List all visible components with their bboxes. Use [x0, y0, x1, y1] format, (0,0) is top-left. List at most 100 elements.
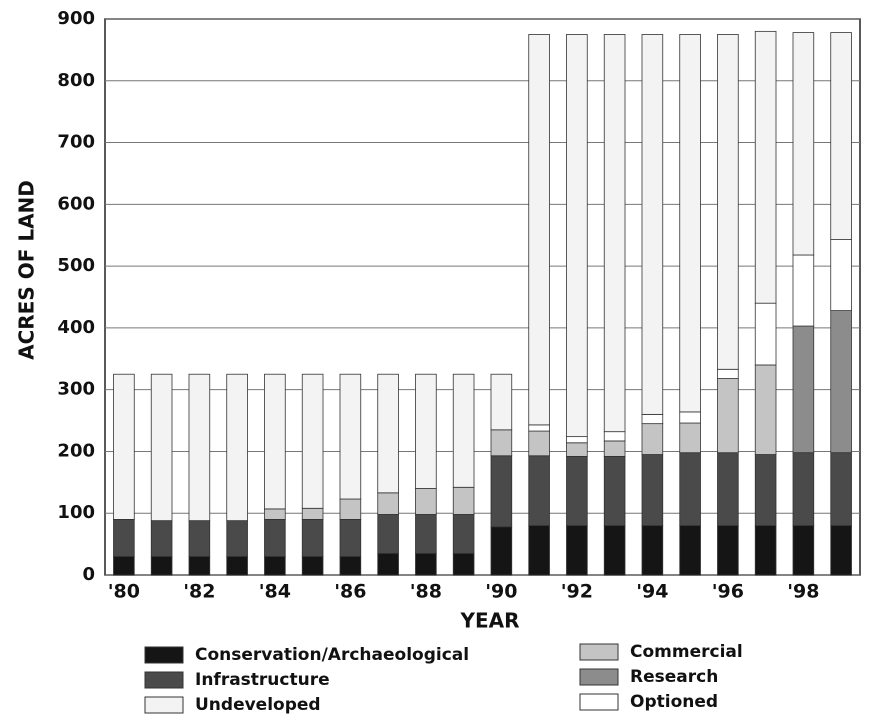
bar-segment — [113, 556, 135, 576]
bar-segment — [226, 373, 248, 522]
bar-segment — [452, 552, 475, 576]
bar-segment — [415, 552, 437, 576]
bar-segment — [754, 364, 777, 455]
bar-segment — [641, 423, 664, 455]
bar-segment — [377, 552, 399, 576]
bar-segment — [150, 556, 173, 576]
bar-segment — [566, 34, 588, 438]
x-tick-label: '94 — [636, 581, 668, 603]
bar-segment — [377, 373, 399, 494]
legend-label: Commercial — [630, 642, 743, 662]
bar-segment — [452, 373, 475, 488]
x-tick-label: '98 — [787, 581, 819, 603]
bar-segment — [792, 325, 815, 454]
bar-segment — [679, 525, 701, 576]
bar-segment — [679, 452, 701, 526]
bar-segment — [490, 429, 513, 457]
bar-segment — [339, 556, 362, 576]
bar-segment — [188, 373, 211, 522]
x-tick-label: '80 — [108, 581, 140, 603]
bar-segment — [339, 373, 362, 500]
bar-segment — [754, 454, 777, 526]
bar-segment — [452, 486, 475, 515]
bar-segment — [226, 556, 248, 576]
y-tick-label: 800 — [57, 70, 95, 91]
bar-segment — [717, 378, 739, 454]
bar-segment — [717, 452, 739, 526]
bar-segment — [377, 514, 399, 554]
legend-label: Research — [630, 667, 718, 687]
bar-segment — [641, 413, 664, 425]
bar-segment — [830, 452, 852, 526]
x-tick-label: '86 — [334, 581, 366, 603]
bar-segment — [792, 254, 815, 327]
bar-segment — [415, 373, 437, 489]
bar-segment — [528, 525, 550, 576]
bar-segment — [641, 454, 664, 526]
bar-segment — [188, 520, 211, 557]
bar-segment — [150, 520, 173, 557]
bar-segment — [566, 455, 588, 526]
bar-segment — [830, 239, 852, 311]
x-tick-label: '90 — [485, 581, 517, 603]
bar-segment — [301, 556, 324, 576]
bar-segment — [603, 525, 626, 576]
legend-label: Conservation/Archaeological — [195, 645, 469, 665]
y-axis-label: ACRES OF LAND — [15, 180, 39, 360]
bar-segment — [301, 519, 324, 557]
bar-segment — [679, 34, 701, 413]
bar-segment — [830, 32, 852, 240]
bar-segment — [754, 302, 777, 366]
bar-segment — [452, 514, 475, 554]
bar-segment — [490, 373, 513, 431]
legend-label: Optioned — [630, 692, 718, 712]
bar-segment — [264, 556, 286, 576]
x-tick-label: '88 — [410, 581, 442, 603]
bar-segment — [339, 498, 362, 520]
bar-segment — [792, 452, 815, 526]
legend-label: Infrastructure — [195, 670, 330, 690]
bar-segment — [113, 519, 135, 557]
bar-segment — [603, 34, 626, 433]
bar-segment — [754, 30, 777, 304]
bar-segment — [264, 373, 286, 510]
bar-segment — [188, 556, 211, 576]
bar-segment — [603, 455, 626, 526]
bar-segment — [528, 424, 550, 432]
x-tick-label: '84 — [259, 581, 291, 603]
bar-segment — [717, 368, 739, 379]
legend-swatch — [144, 696, 184, 714]
y-tick-label: 700 — [57, 132, 95, 153]
bar-segment — [792, 32, 815, 256]
bar-segment — [339, 519, 362, 557]
bar-segment — [754, 525, 777, 576]
bar-segment — [226, 520, 248, 557]
bar-segment — [717, 525, 739, 576]
bar-segment — [150, 373, 173, 522]
legend-swatch — [579, 693, 619, 711]
y-tick-label: 200 — [57, 440, 95, 461]
bar-segment — [377, 492, 399, 515]
bar-segment — [830, 525, 852, 576]
bar-segment — [566, 436, 588, 444]
bar-segment — [528, 455, 550, 526]
bar-segment — [603, 431, 626, 442]
bar-segment — [566, 442, 588, 457]
y-tick-label: 400 — [57, 317, 95, 338]
bar-segment — [264, 508, 286, 520]
bar-segment — [566, 525, 588, 576]
x-axis-label: YEAR — [459, 609, 519, 633]
legend-label: Undeveloped — [195, 695, 321, 715]
bar-segment — [641, 34, 664, 415]
legend-swatch — [144, 671, 184, 689]
bar-segment — [641, 525, 664, 576]
y-tick-label: 500 — [57, 255, 95, 276]
bar-segment — [528, 34, 550, 426]
legend-swatch — [579, 668, 619, 686]
x-tick-label: '92 — [561, 581, 593, 603]
x-tick-label: '82 — [183, 581, 215, 603]
y-tick-label: 100 — [57, 502, 95, 523]
y-tick-label: 300 — [57, 379, 95, 400]
bar-segment — [490, 526, 513, 576]
